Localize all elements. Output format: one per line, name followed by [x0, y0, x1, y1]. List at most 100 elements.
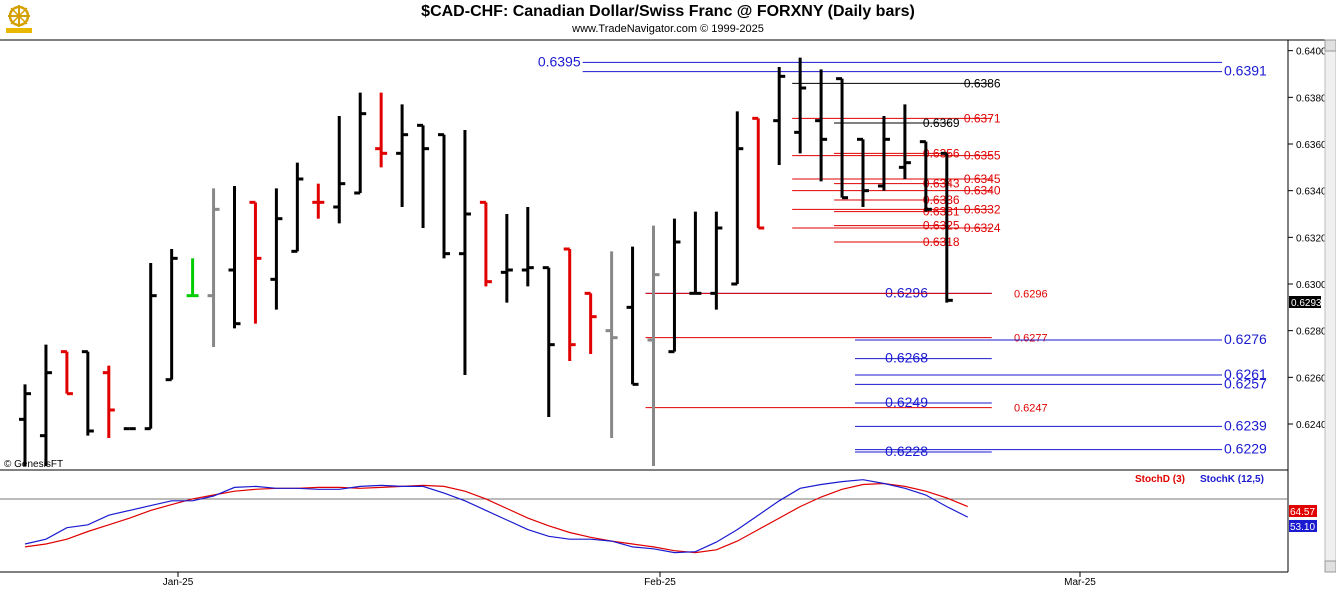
stochk-line [24, 479, 969, 554]
ohlc-bar [249, 200, 262, 324]
price-level-label: 0.6331 [923, 205, 960, 219]
price-tick-label: 0.6260 [1296, 373, 1327, 384]
ohlc-bar [710, 211, 723, 310]
legend-stochd: StochD (3) [1135, 474, 1185, 485]
price-level-label: 0.6249 [885, 394, 928, 410]
ohlc-bar [605, 251, 618, 438]
price-tick-label: 0.6380 [1296, 93, 1327, 104]
chart-header: $CAD-CHF: Canadian Dollar/Swiss Franc @ … [0, 0, 1336, 40]
ohlc-bar [731, 111, 744, 286]
price-tick-label: 0.6320 [1296, 233, 1327, 244]
stoch-value-badges: 64.57 53.10 [1289, 505, 1317, 533]
date-tick-label: Mar-25 [1064, 577, 1096, 588]
ohlc-bar [144, 263, 157, 431]
price-level-label: 0.6296 [1014, 288, 1048, 300]
ohlc-bar [857, 137, 869, 207]
price-level-label: 0.6332 [964, 202, 1001, 216]
price-level-label: 0.6257 [1224, 375, 1267, 391]
price-level-label: 0.6324 [964, 221, 1001, 235]
price-level-label: 0.6229 [1224, 441, 1267, 457]
legend-stochk: StochK (12,5) [1200, 474, 1264, 485]
ohlc-bar [39, 344, 52, 466]
ohlc-bars [19, 57, 953, 466]
date-axis: Jan-25 Feb-25 Mar-25 [163, 572, 1096, 588]
price-tick-label: 0.6360 [1296, 140, 1327, 151]
date-tick-label: Jan-25 [163, 577, 194, 588]
scroll-up-button[interactable] [1324, 39, 1336, 52]
stochd-line [24, 482, 968, 554]
price-level-label: 0.6371 [964, 111, 1001, 125]
price-level-label: 0.6296 [885, 284, 928, 300]
price-level-label: 0.6318 [923, 235, 960, 249]
ohlc-bar [668, 218, 681, 354]
ohlc-bar [375, 92, 388, 168]
watermark: © GenesisFT [4, 459, 63, 470]
stochk-last-value: 53.10 [1290, 522, 1315, 533]
price-level-label: 0.6343 [923, 177, 960, 191]
ohlc-bar [417, 123, 430, 228]
price-tick-label: 0.6240 [1296, 420, 1327, 431]
ohlc-bar [877, 116, 890, 191]
ohlc-bar [689, 211, 702, 295]
ohlc-bar [60, 350, 73, 396]
ohlc-bar [500, 214, 513, 303]
ohlc-bar [207, 188, 220, 347]
ohlc-bar [836, 77, 849, 200]
stochastic-panel [24, 479, 969, 554]
ohlc-bar [312, 183, 325, 219]
ohlc-bar [647, 225, 660, 466]
ohlc-bar [752, 116, 765, 230]
scroll-down-button[interactable] [1324, 560, 1336, 573]
ohlc-bar [228, 186, 241, 329]
ohlc-bar [396, 104, 409, 207]
price-level-label: 0.6239 [1224, 417, 1267, 433]
price-level-label: 0.6340 [964, 184, 1001, 198]
price-level-label: 0.6395 [538, 53, 581, 69]
price-tick-label: 0.6340 [1296, 187, 1327, 198]
price-level-label: 0.6386 [964, 76, 1001, 90]
ohlc-bar [898, 104, 911, 179]
ohlc-bar [521, 207, 534, 287]
ohlc-bar [186, 258, 199, 298]
ohlc-bar [333, 116, 346, 224]
ohlc-bar [773, 67, 786, 165]
ohlc-bar [291, 162, 304, 253]
price-level-label: 0.6355 [964, 149, 1001, 163]
ohlc-bar [584, 291, 597, 354]
ohlc-bar [165, 249, 178, 382]
ohlc-bar [919, 140, 932, 212]
price-level-label: 0.6369 [923, 116, 960, 130]
ohlc-bar [794, 57, 807, 154]
chart-subtitle: www.TradeNavigator.com © 1999-2025 [572, 23, 764, 35]
date-tick-label: Feb-25 [644, 577, 676, 588]
last-price-label: 0.6293 [1291, 298, 1322, 309]
price-level-label: 0.6325 [923, 219, 960, 233]
ohlc-bar [626, 246, 639, 386]
price-level-label: 0.6228 [885, 443, 928, 459]
ship-wheel-icon [6, 5, 32, 33]
price-level-label: 0.6391 [1224, 63, 1267, 79]
ohlc-bar [940, 151, 953, 303]
ohlc-bar [815, 69, 828, 182]
scrollbar[interactable] [1324, 39, 1336, 573]
ohlc-bar [354, 92, 367, 195]
stoch-legend: StochD (3) StochK (12,5) [1135, 474, 1264, 485]
price-level-label: 0.6277 [1014, 333, 1048, 345]
ohlc-bar [542, 266, 555, 417]
price-axis: 0.6240 0.6260 0.6280 0.6300 0.6320 0.6340 0.63… [1288, 47, 1327, 431]
price-level-label: 0.6276 [1224, 331, 1267, 347]
price-level-label: 0.6247 [1014, 403, 1048, 415]
price-tick-label: 0.6280 [1296, 327, 1327, 338]
price-level-label: 0.6261 [1224, 366, 1267, 382]
price-tick-label: 0.6300 [1296, 280, 1327, 291]
stochd-last-value: 64.57 [1290, 507, 1315, 518]
price-level-label: 0.6268 [885, 350, 928, 366]
price-tick-label: 0.6400 [1296, 47, 1327, 58]
chart-frame [0, 39, 1336, 573]
ohlc-bar [19, 384, 31, 466]
ohlc-bar [81, 350, 94, 436]
ohlc-bar [563, 247, 576, 361]
last-price-badge: 0.6293 [1289, 296, 1322, 309]
